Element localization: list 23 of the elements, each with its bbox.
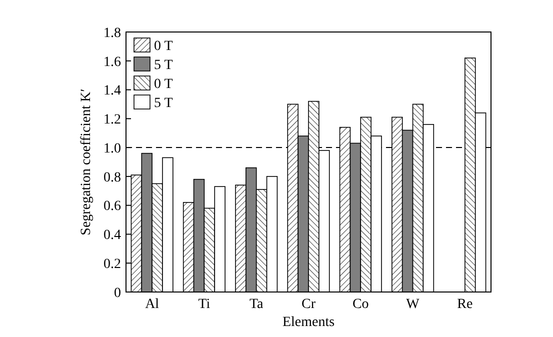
y-tick-label: 1.6 [104,54,121,70]
legend-label: 5 T [154,58,174,73]
x-tick-label: Cr [302,297,316,312]
y-tick-label: 1.2 [104,112,121,128]
y-tick-label: 0.8 [104,170,121,186]
x-axis-title: Elements [282,315,335,330]
legend-label: 0 T [154,76,174,92]
y-tick-label: 1.0 [104,141,121,156]
y-tick-label: 0.2 [104,257,121,272]
x-tick-label: W [406,297,420,312]
x-tick-label: Re [457,297,473,312]
y-tick-label: 0.4 [104,228,121,244]
x-tick-label: Al [145,297,160,312]
y-tick-label: 1.8 [104,26,121,41]
y-axis-title: Segregation coefficient K′ [79,88,94,236]
x-tick-label: Ti [198,297,210,312]
y-tick-label: 1.4 [104,84,121,99]
x-tick-label: Co [352,297,369,312]
legend-label: 0 T [154,38,174,54]
y-tick-label: 0 [114,286,121,301]
legend-label: 5 T [154,96,174,111]
x-tick-label: Ta [249,297,264,312]
y-tick-label: 0.6 [104,199,121,214]
